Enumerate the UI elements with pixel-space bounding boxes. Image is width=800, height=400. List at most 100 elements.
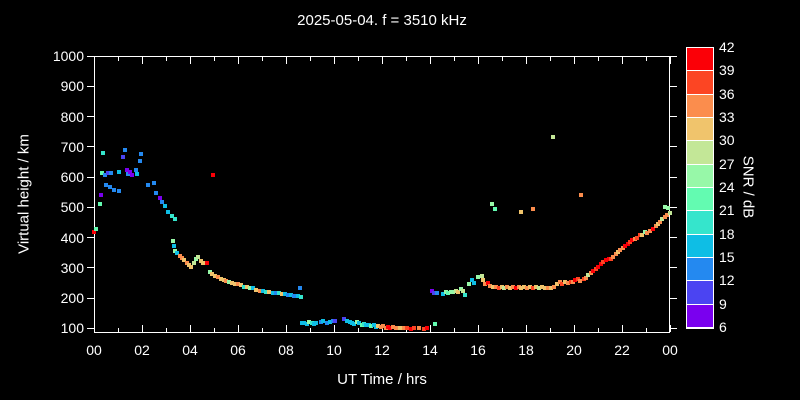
data-point	[230, 281, 235, 286]
data-point	[408, 326, 413, 331]
x-tick	[141, 325, 143, 332]
data-point	[630, 237, 635, 242]
data-point	[434, 290, 439, 295]
data-point	[191, 261, 196, 266]
data-point	[505, 284, 510, 289]
data-point	[357, 321, 362, 326]
data-point	[483, 281, 488, 286]
colorbar-segment	[687, 211, 713, 235]
data-point	[267, 290, 272, 295]
data-point	[530, 286, 535, 291]
data-point	[182, 258, 186, 263]
data-point	[211, 173, 216, 178]
data-point	[481, 278, 486, 283]
data-point	[248, 286, 252, 291]
data-point	[159, 200, 164, 205]
data-point	[525, 285, 530, 290]
plot-area	[94, 56, 670, 333]
x-tick	[189, 57, 191, 64]
data-point	[650, 226, 655, 231]
data-point	[371, 323, 376, 328]
data-point	[533, 285, 538, 290]
x-tick	[309, 57, 311, 61]
data-point	[364, 323, 369, 328]
data-point	[378, 325, 383, 330]
x-tick	[477, 325, 479, 332]
colorbar-tick-label: 18	[719, 225, 735, 242]
data-point	[579, 193, 584, 198]
x-tick	[309, 328, 311, 332]
data-point	[242, 284, 246, 289]
x-tick	[165, 57, 167, 61]
data-point	[383, 325, 388, 330]
colorbar-segment	[687, 188, 713, 212]
data-point	[645, 231, 650, 236]
x-tick-label: 14	[422, 342, 438, 358]
data-point	[130, 172, 135, 177]
data-point	[204, 260, 209, 265]
y-tick-label: 600	[60, 169, 84, 186]
x-tick	[621, 57, 623, 64]
data-point	[330, 318, 335, 323]
data-point	[254, 287, 259, 292]
data-point	[180, 255, 185, 260]
x-tick	[621, 325, 623, 332]
y-tick	[670, 146, 677, 148]
y-tick	[87, 55, 94, 57]
colorbar-tick-label: 27	[719, 155, 735, 172]
data-point	[270, 290, 275, 295]
data-point	[453, 288, 458, 293]
x-tick	[93, 57, 95, 64]
data-point	[359, 322, 364, 327]
data-point	[327, 319, 332, 324]
x-tick	[237, 325, 239, 332]
y-tick-label: 100	[60, 320, 84, 337]
data-point	[318, 320, 323, 325]
x-tick-label: 18	[518, 342, 534, 358]
data-point	[117, 189, 122, 194]
colorbar-tick-label: 24	[719, 179, 735, 195]
data-point	[492, 207, 497, 212]
data-point	[562, 280, 567, 285]
data-point	[667, 210, 672, 215]
y-tick	[670, 206, 677, 208]
data-point	[307, 320, 312, 325]
data-point	[666, 206, 671, 211]
data-point	[224, 278, 229, 283]
data-point	[540, 285, 545, 290]
data-point	[537, 285, 542, 290]
x-tick	[213, 57, 215, 61]
data-point	[157, 195, 162, 200]
data-point	[578, 278, 583, 283]
data-point	[401, 325, 406, 330]
data-point	[233, 282, 238, 287]
data-point	[388, 325, 393, 330]
data-point	[152, 181, 156, 186]
data-point	[656, 222, 660, 227]
colorbar-tick-label: 36	[719, 85, 735, 102]
data-point	[236, 281, 240, 286]
data-point	[376, 323, 381, 328]
x-tick-label: 04	[182, 342, 198, 358]
data-point	[507, 286, 512, 291]
data-point	[345, 318, 350, 323]
data-point	[620, 245, 625, 250]
y-tick	[670, 267, 677, 269]
x-tick-label: 10	[326, 342, 342, 358]
data-point	[531, 207, 536, 212]
x-tick	[333, 57, 335, 64]
data-point	[550, 134, 555, 139]
data-point	[104, 182, 108, 187]
x-tick-label: 12	[374, 342, 390, 358]
data-point	[456, 289, 461, 294]
x-tick	[405, 57, 407, 61]
data-point	[608, 256, 613, 261]
data-point	[298, 294, 303, 299]
data-point	[116, 169, 121, 174]
data-point	[165, 209, 170, 214]
data-point	[292, 293, 297, 298]
data-point	[133, 168, 138, 173]
y-tick	[670, 85, 677, 87]
data-point	[207, 269, 212, 274]
